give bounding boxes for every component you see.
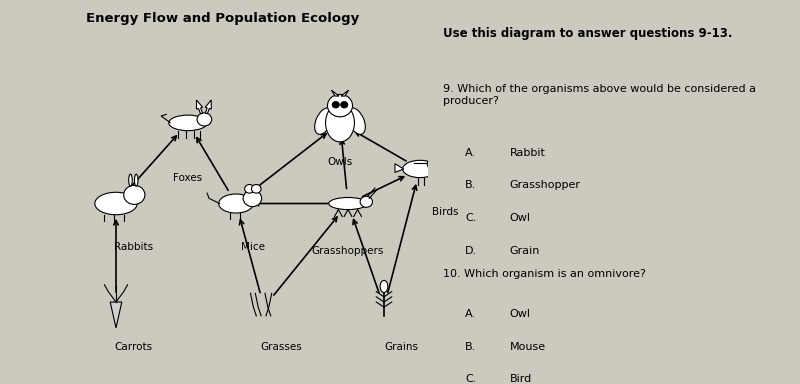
Circle shape bbox=[341, 102, 348, 108]
Ellipse shape bbox=[329, 197, 367, 210]
Text: Grasshoppers: Grasshoppers bbox=[312, 246, 384, 256]
Circle shape bbox=[327, 94, 353, 117]
Ellipse shape bbox=[134, 174, 138, 186]
Text: Use this diagram to answer questions 9-13.: Use this diagram to answer questions 9-1… bbox=[443, 27, 732, 40]
Circle shape bbox=[124, 185, 145, 204]
Text: D.: D. bbox=[466, 246, 478, 256]
Text: Mice: Mice bbox=[241, 242, 265, 252]
Ellipse shape bbox=[380, 280, 388, 293]
Circle shape bbox=[251, 184, 261, 193]
Text: Grain: Grain bbox=[510, 246, 540, 256]
Circle shape bbox=[245, 184, 254, 193]
Circle shape bbox=[427, 157, 443, 171]
FancyArrow shape bbox=[197, 100, 202, 114]
Text: Birds: Birds bbox=[433, 207, 459, 217]
Ellipse shape bbox=[218, 194, 254, 213]
Text: C.: C. bbox=[466, 213, 477, 223]
Ellipse shape bbox=[326, 104, 354, 142]
Text: A.: A. bbox=[466, 148, 476, 158]
Polygon shape bbox=[110, 302, 122, 328]
Text: Grasses: Grasses bbox=[260, 342, 302, 352]
Polygon shape bbox=[341, 90, 349, 96]
Text: B.: B. bbox=[466, 342, 477, 352]
Ellipse shape bbox=[169, 115, 207, 131]
Text: Bird: Bird bbox=[510, 374, 532, 384]
Ellipse shape bbox=[347, 108, 366, 134]
Text: C.: C. bbox=[466, 374, 477, 384]
Circle shape bbox=[243, 190, 262, 207]
Ellipse shape bbox=[314, 108, 333, 134]
Text: Owl: Owl bbox=[510, 213, 531, 223]
Text: Rabbit: Rabbit bbox=[510, 148, 546, 158]
Text: Energy Flow and Population Ecology: Energy Flow and Population Ecology bbox=[86, 12, 359, 25]
FancyArrow shape bbox=[205, 100, 211, 114]
Text: Grains: Grains bbox=[384, 342, 418, 352]
Text: 10. Which organism is an omnivore?: 10. Which organism is an omnivore? bbox=[443, 269, 646, 279]
Text: B.: B. bbox=[466, 180, 477, 190]
Text: A.: A. bbox=[466, 309, 476, 319]
Text: Carrots: Carrots bbox=[114, 342, 152, 352]
Text: Foxes: Foxes bbox=[174, 173, 202, 183]
Text: Owls: Owls bbox=[327, 157, 353, 167]
Text: 9. Which of the organisms above would be considered a
producer?: 9. Which of the organisms above would be… bbox=[443, 84, 756, 106]
Text: Mouse: Mouse bbox=[510, 342, 546, 352]
Circle shape bbox=[332, 102, 339, 108]
Circle shape bbox=[360, 196, 373, 207]
Polygon shape bbox=[331, 90, 339, 96]
Polygon shape bbox=[395, 164, 404, 172]
Text: Grasshopper: Grasshopper bbox=[510, 180, 581, 190]
Text: Owl: Owl bbox=[510, 309, 531, 319]
Circle shape bbox=[197, 113, 212, 126]
Text: Rabbits: Rabbits bbox=[114, 242, 153, 252]
Polygon shape bbox=[442, 163, 448, 166]
Ellipse shape bbox=[402, 161, 438, 177]
Ellipse shape bbox=[129, 174, 132, 186]
Ellipse shape bbox=[95, 192, 137, 215]
